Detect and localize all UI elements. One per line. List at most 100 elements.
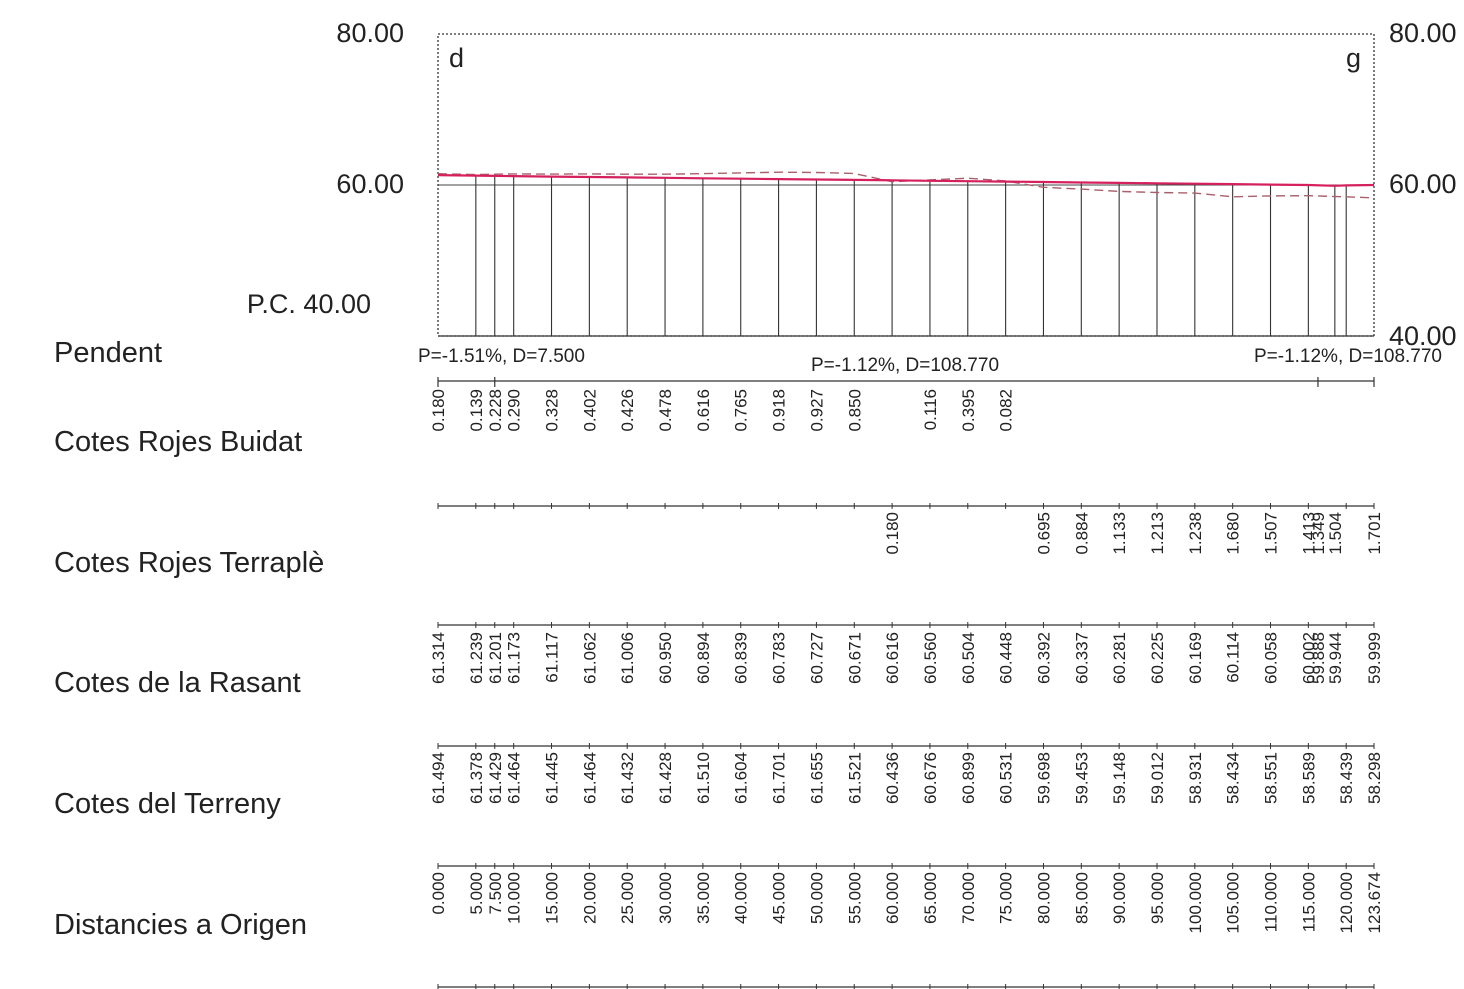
table-value-buidat: 0.395: [959, 389, 978, 432]
table-value-buidat: 0.918: [770, 389, 789, 432]
slope-label-3: P=-1.12%, D=108.770: [1254, 346, 1442, 367]
table-value-terraple: 1.238: [1186, 512, 1205, 555]
table-value-terreny: 58.931: [1186, 752, 1205, 804]
table-value-distancies: 0.000: [429, 872, 448, 915]
table-value-terreny: 61.378: [467, 752, 486, 804]
slope-label-2: P=-1.12%, D=108.770: [811, 355, 999, 376]
table-value-distancies: 70.000: [959, 872, 978, 924]
table-value-buidat: 0.616: [694, 389, 713, 432]
table-value-terraple: 0.695: [1035, 512, 1054, 555]
table-value-buidat: 0.290: [505, 389, 524, 432]
table-value-terraple: 1.504: [1326, 512, 1345, 555]
end-marker: g: [1346, 43, 1361, 73]
table-value-distancies: 85.000: [1072, 872, 1091, 924]
table-value-buidat: 0.850: [845, 389, 864, 432]
table-value-terreny: 61.428: [656, 752, 675, 804]
y-label-top-left: 80.00: [336, 18, 404, 48]
table-value-rasant: 60.839: [732, 632, 751, 684]
table-value-buidat: 0.328: [543, 389, 562, 432]
table-value-distancies: 123.674: [1365, 872, 1384, 933]
table-value-distancies: 110.000: [1262, 872, 1281, 932]
table-value-distancies: 50.000: [807, 872, 826, 924]
table-value-rasant: 61.314: [429, 632, 448, 684]
table-value-rasant: 60.671: [845, 632, 864, 684]
table-value-rasant: 60.392: [1035, 632, 1054, 684]
data-table: 0.180 0.139 0.228 0.290 0.328 0.402 0.426 0.478…: [429, 389, 1384, 933]
y-label-bottom-right: 40.00: [1389, 321, 1457, 351]
table-value-buidat: 0.180: [429, 389, 448, 432]
station-verticals: [475, 175, 1347, 336]
table-value-rasant: 60.169: [1186, 632, 1205, 684]
table-value-buidat: 0.927: [807, 389, 826, 432]
row-title-cotes-terreny: Cotes del Terreny: [54, 788, 281, 820]
table-value-rasant: 60.727: [807, 632, 826, 684]
table-value-terreny: 61.432: [618, 752, 637, 804]
table-value-distancies: 20.000: [580, 872, 599, 924]
table-value-rasant: 60.002: [1299, 632, 1318, 684]
table-value-distancies: 45.000: [770, 872, 789, 924]
table-value-buidat: 0.402: [580, 389, 599, 432]
table-value-terreny: 61.429: [486, 752, 505, 804]
table-value-distancies: 5.000: [467, 872, 486, 915]
table-value-terraple: 1.701: [1365, 512, 1384, 555]
start-marker: d: [449, 43, 464, 73]
table-value-distancies: 65.000: [921, 872, 940, 924]
table-value-rasant: 60.894: [694, 632, 713, 684]
table-value-rasant: 60.783: [770, 632, 789, 684]
table-value-rasant: 60.337: [1072, 632, 1091, 684]
table-value-terreny: 61.494: [429, 752, 448, 804]
row-title-distancies-origen: Distancies a Origen: [54, 909, 307, 941]
table-value-terraple: 0.884: [1072, 512, 1091, 555]
table-value-terreny: 61.521: [845, 752, 864, 804]
table-value-rasant: 60.058: [1262, 632, 1281, 684]
table-value-distancies: 25.000: [618, 872, 637, 924]
table-value-terreny: 61.464: [580, 752, 599, 804]
table-guide-lines: [437, 377, 1375, 989]
table-value-distancies: 7.500: [486, 872, 505, 915]
table-value-distancies: 100.000: [1186, 872, 1205, 933]
table-value-distancies: 60.000: [883, 872, 902, 924]
table-value-terreny: 59.698: [1035, 752, 1054, 804]
table-value-distancies: 80.000: [1035, 872, 1054, 924]
table-value-distancies: 15.000: [543, 872, 562, 924]
table-value-distancies: 35.000: [694, 872, 713, 924]
table-value-terreny: 61.445: [543, 752, 562, 804]
table-value-terreny: 60.531: [997, 752, 1016, 804]
table-value-buidat: 0.139: [467, 389, 486, 432]
table-value-distancies: 120.000: [1337, 872, 1356, 933]
datum-label: P.C. 40.00: [247, 289, 371, 319]
table-value-buidat: 0.426: [618, 389, 637, 432]
table-value-terreny: 58.551: [1262, 752, 1281, 804]
table-value-rasant: 60.560: [921, 632, 940, 684]
table-value-terreny: 60.436: [883, 752, 902, 804]
table-value-terraple: 1.507: [1262, 512, 1281, 555]
table-value-rasant: 59.999: [1365, 632, 1384, 684]
table-value-rasant: 60.114: [1224, 632, 1243, 683]
table-value-distancies: 90.000: [1110, 872, 1129, 924]
profile-series: [437, 171, 1375, 199]
row-title-pendent: Pendent: [54, 337, 162, 369]
table-value-terraple: 1.133: [1110, 512, 1129, 555]
table-value-rasant: 61.062: [580, 632, 599, 684]
table-value-terreny: 58.298: [1365, 752, 1384, 804]
table-value-terraple: 1.413: [1299, 512, 1318, 555]
rasant-line: [437, 174, 1375, 187]
table-value-rasant: 60.504: [959, 632, 978, 684]
row-title-cotes-rasant: Cotes de la Rasant: [54, 667, 301, 699]
table-value-terreny: 61.655: [807, 752, 826, 804]
table-value-terreny: 61.510: [694, 752, 713, 804]
table-value-terraple: 1.680: [1224, 512, 1243, 555]
table-value-terreny: 59.148: [1110, 752, 1129, 804]
table-value-rasant: 59.944: [1326, 632, 1345, 684]
table-value-rasant: 61.006: [618, 632, 637, 684]
table-value-distancies: 115.000: [1299, 872, 1318, 932]
table-value-rasant: 61.173: [505, 632, 524, 684]
table-value-distancies: 40.000: [732, 872, 751, 924]
table-value-buidat: 0.765: [732, 389, 751, 432]
table-value-terraple: 1.349: [1309, 512, 1328, 555]
table-value-terreny: 58.589: [1299, 752, 1318, 804]
table-value-distancies: 55.000: [845, 872, 864, 924]
table-value-distancies: 10.000: [505, 872, 524, 924]
table-value-terreny: 58.439: [1337, 752, 1356, 804]
table-value-distancies: 75.000: [997, 872, 1016, 924]
